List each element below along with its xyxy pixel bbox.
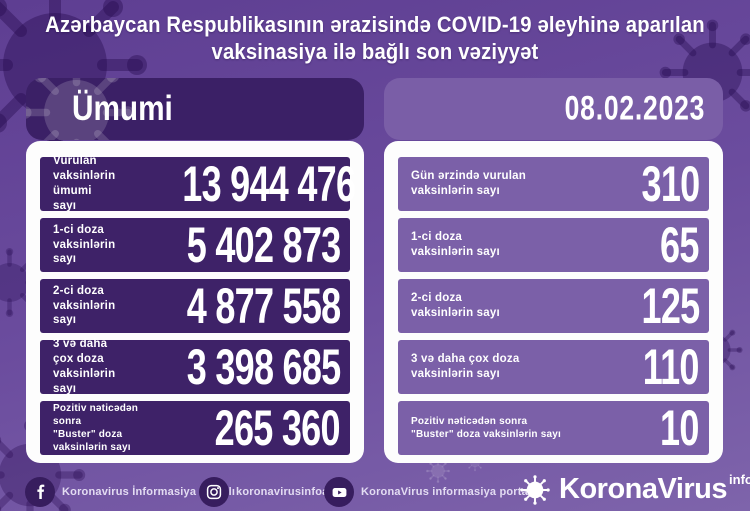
stat-row: 3 və daha çox doza vaksinlərin sayı 3 39… [40,338,350,395]
overall-panel-body: Vurulan vaksinlərin ümumi sayı 13 944 47… [26,141,364,463]
youtube-icon [324,477,354,507]
stat-label: 3 və daha çox doza vaksinlərin sayı [411,353,520,380]
stat-label: 1-ci doza vaksinlərin sayı [411,231,500,258]
stat-label: Vurulan vaksinlərin ümumi sayı [53,155,116,212]
stat-value: 125 [641,278,700,334]
instagram-link[interactable]: koronavirusinfoaz [199,477,334,507]
stat-label: 3 və daha çox doza vaksinlərin sayı [53,338,116,395]
stat-value: 3 398 685 [186,339,340,395]
facebook-label: Koronavirus İnformasiya Portalı [62,486,236,498]
daily-panel-header: 08.02.2023 [384,78,723,140]
instagram-icon [199,477,229,507]
koronavirus-info-logo[interactable]: KoronaVirus info [519,472,750,506]
stat-row: Pozitiv nəticədən sonra "Buster" doza va… [40,400,350,456]
logo-suffix: info [729,472,750,488]
virus-logo-icon [519,474,551,506]
stat-value: 65 [660,217,699,273]
stat-value: 13 944 476 [182,156,357,212]
stat-row: Gün ərzində vurulan vaksinlərin sayı 310 [398,156,709,212]
stat-row: 2-ci doza vaksinlərin sayı 4 877 558 [40,278,350,334]
youtube-link[interactable]: KoronaVirus informasiya portalı [324,477,534,507]
stat-label: Gün ərzində vurulan vaksinlərin sayı [411,170,526,197]
stat-row: 1-ci doza vaksinlərin sayı 5 402 873 [40,217,350,273]
stat-value: 110 [643,339,700,395]
youtube-label: KoronaVirus informasiya portalı [361,486,535,498]
daily-panel-body: Gün ərzində vurulan vaksinlərin sayı 310… [384,141,723,463]
stat-value: 4 877 558 [186,278,340,334]
logo-name: KoronaVirus [559,473,728,506]
stat-row: 3 və daha çox doza vaksinlərin sayı 110 [398,339,709,395]
stat-label: Pozitiv nəticədən sonra "Buster" doza va… [411,416,561,440]
overall-panel-header: Ümumi [26,78,364,140]
stat-label: 2-ci doza vaksinlərin sayı [411,292,500,319]
stat-value: 10 [660,400,699,456]
stat-row: 1-ci doza vaksinlərin sayı 65 [398,217,709,273]
stat-row: Vurulan vaksinlərin ümumi sayı 13 944 47… [40,155,356,212]
instagram-label: koronavirusinfoaz [236,486,335,498]
facebook-link[interactable]: Koronavirus İnformasiya Portalı [25,477,235,507]
stat-label: 1-ci doza vaksinlərin sayı [53,223,116,266]
stat-row: Pozitiv nəticədən sonra "Buster" doza va… [398,400,709,456]
stat-label: 2-ci doza vaksinlərin sayı [53,284,116,327]
page-title: Azərbaycan Respublikasının ərazisində CO… [45,12,705,65]
stat-row: 2-ci doza vaksinlərin sayı 125 [398,278,709,334]
stat-value: 5 402 873 [186,217,340,273]
stat-value: 310 [641,156,700,212]
stat-value: 265 360 [214,400,341,456]
facebook-icon [25,477,55,507]
stat-label: Pozitiv nəticədən sonra "Buster" doza va… [53,403,139,453]
overall-panel-title: Ümumi [72,89,173,128]
report-date: 08.02.2023 [564,89,705,128]
